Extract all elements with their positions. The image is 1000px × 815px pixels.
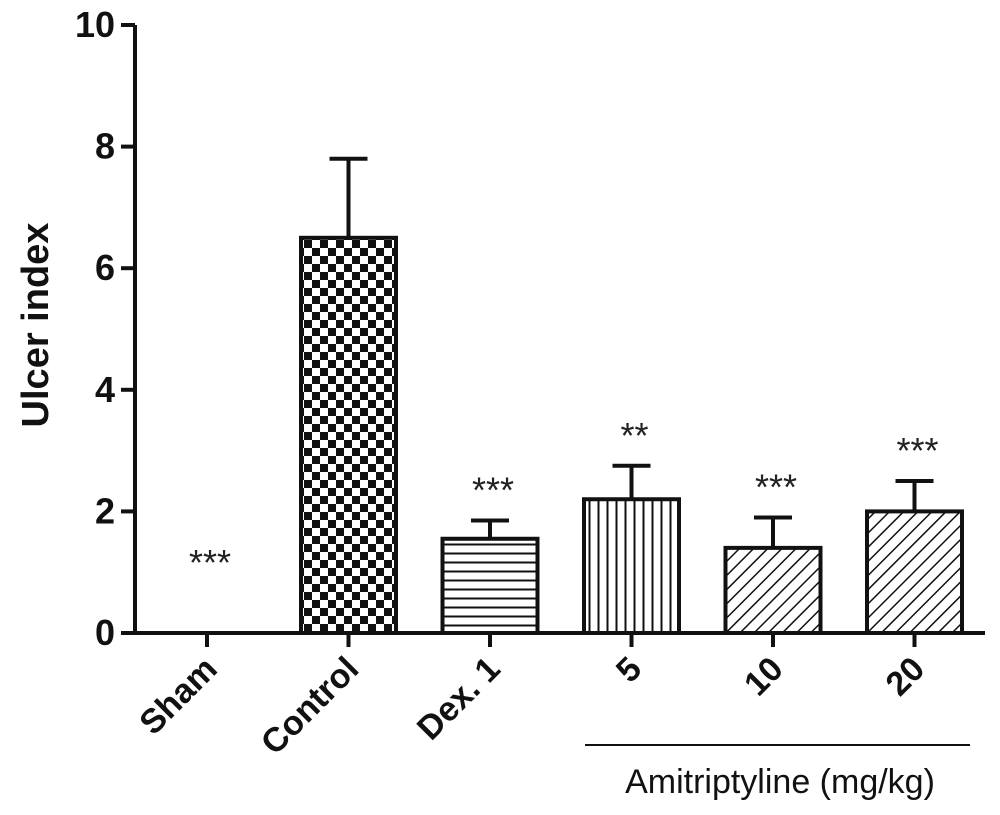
y-tick-label: 10 — [75, 4, 115, 45]
group-label: Amitriptyline (mg/kg) — [625, 763, 935, 801]
x-tick-label: 5 — [609, 650, 649, 690]
bar — [299, 235, 398, 636]
significance-marker: *** — [896, 430, 938, 471]
y-tick-label: 0 — [95, 612, 115, 653]
y-tick-label: 4 — [95, 369, 115, 410]
y-tick-label: 8 — [95, 126, 115, 167]
axes: 0 2 4 6 8 10 — [75, 4, 985, 653]
bar — [723, 545, 823, 636]
bar — [582, 497, 681, 635]
bar — [865, 509, 964, 635]
y-axis-label: Ulcer index — [15, 223, 57, 428]
x-tick-label: Sham — [132, 650, 224, 742]
y-tick-label: 2 — [95, 490, 115, 531]
bar — [440, 536, 540, 636]
significance-marker: *** — [755, 466, 797, 507]
y-tick-label: 6 — [95, 247, 115, 288]
significance-marker: *** — [189, 542, 231, 583]
x-tick-label: Dex. 1 — [410, 650, 508, 748]
x-tick-label: 20 — [879, 650, 933, 704]
significance-marker: ** — [620, 415, 648, 456]
x-tick-label: 10 — [737, 650, 791, 704]
x-tick-label: Control — [254, 650, 366, 762]
bars: ************** — [189, 156, 964, 636]
significance-marker: *** — [472, 470, 514, 511]
